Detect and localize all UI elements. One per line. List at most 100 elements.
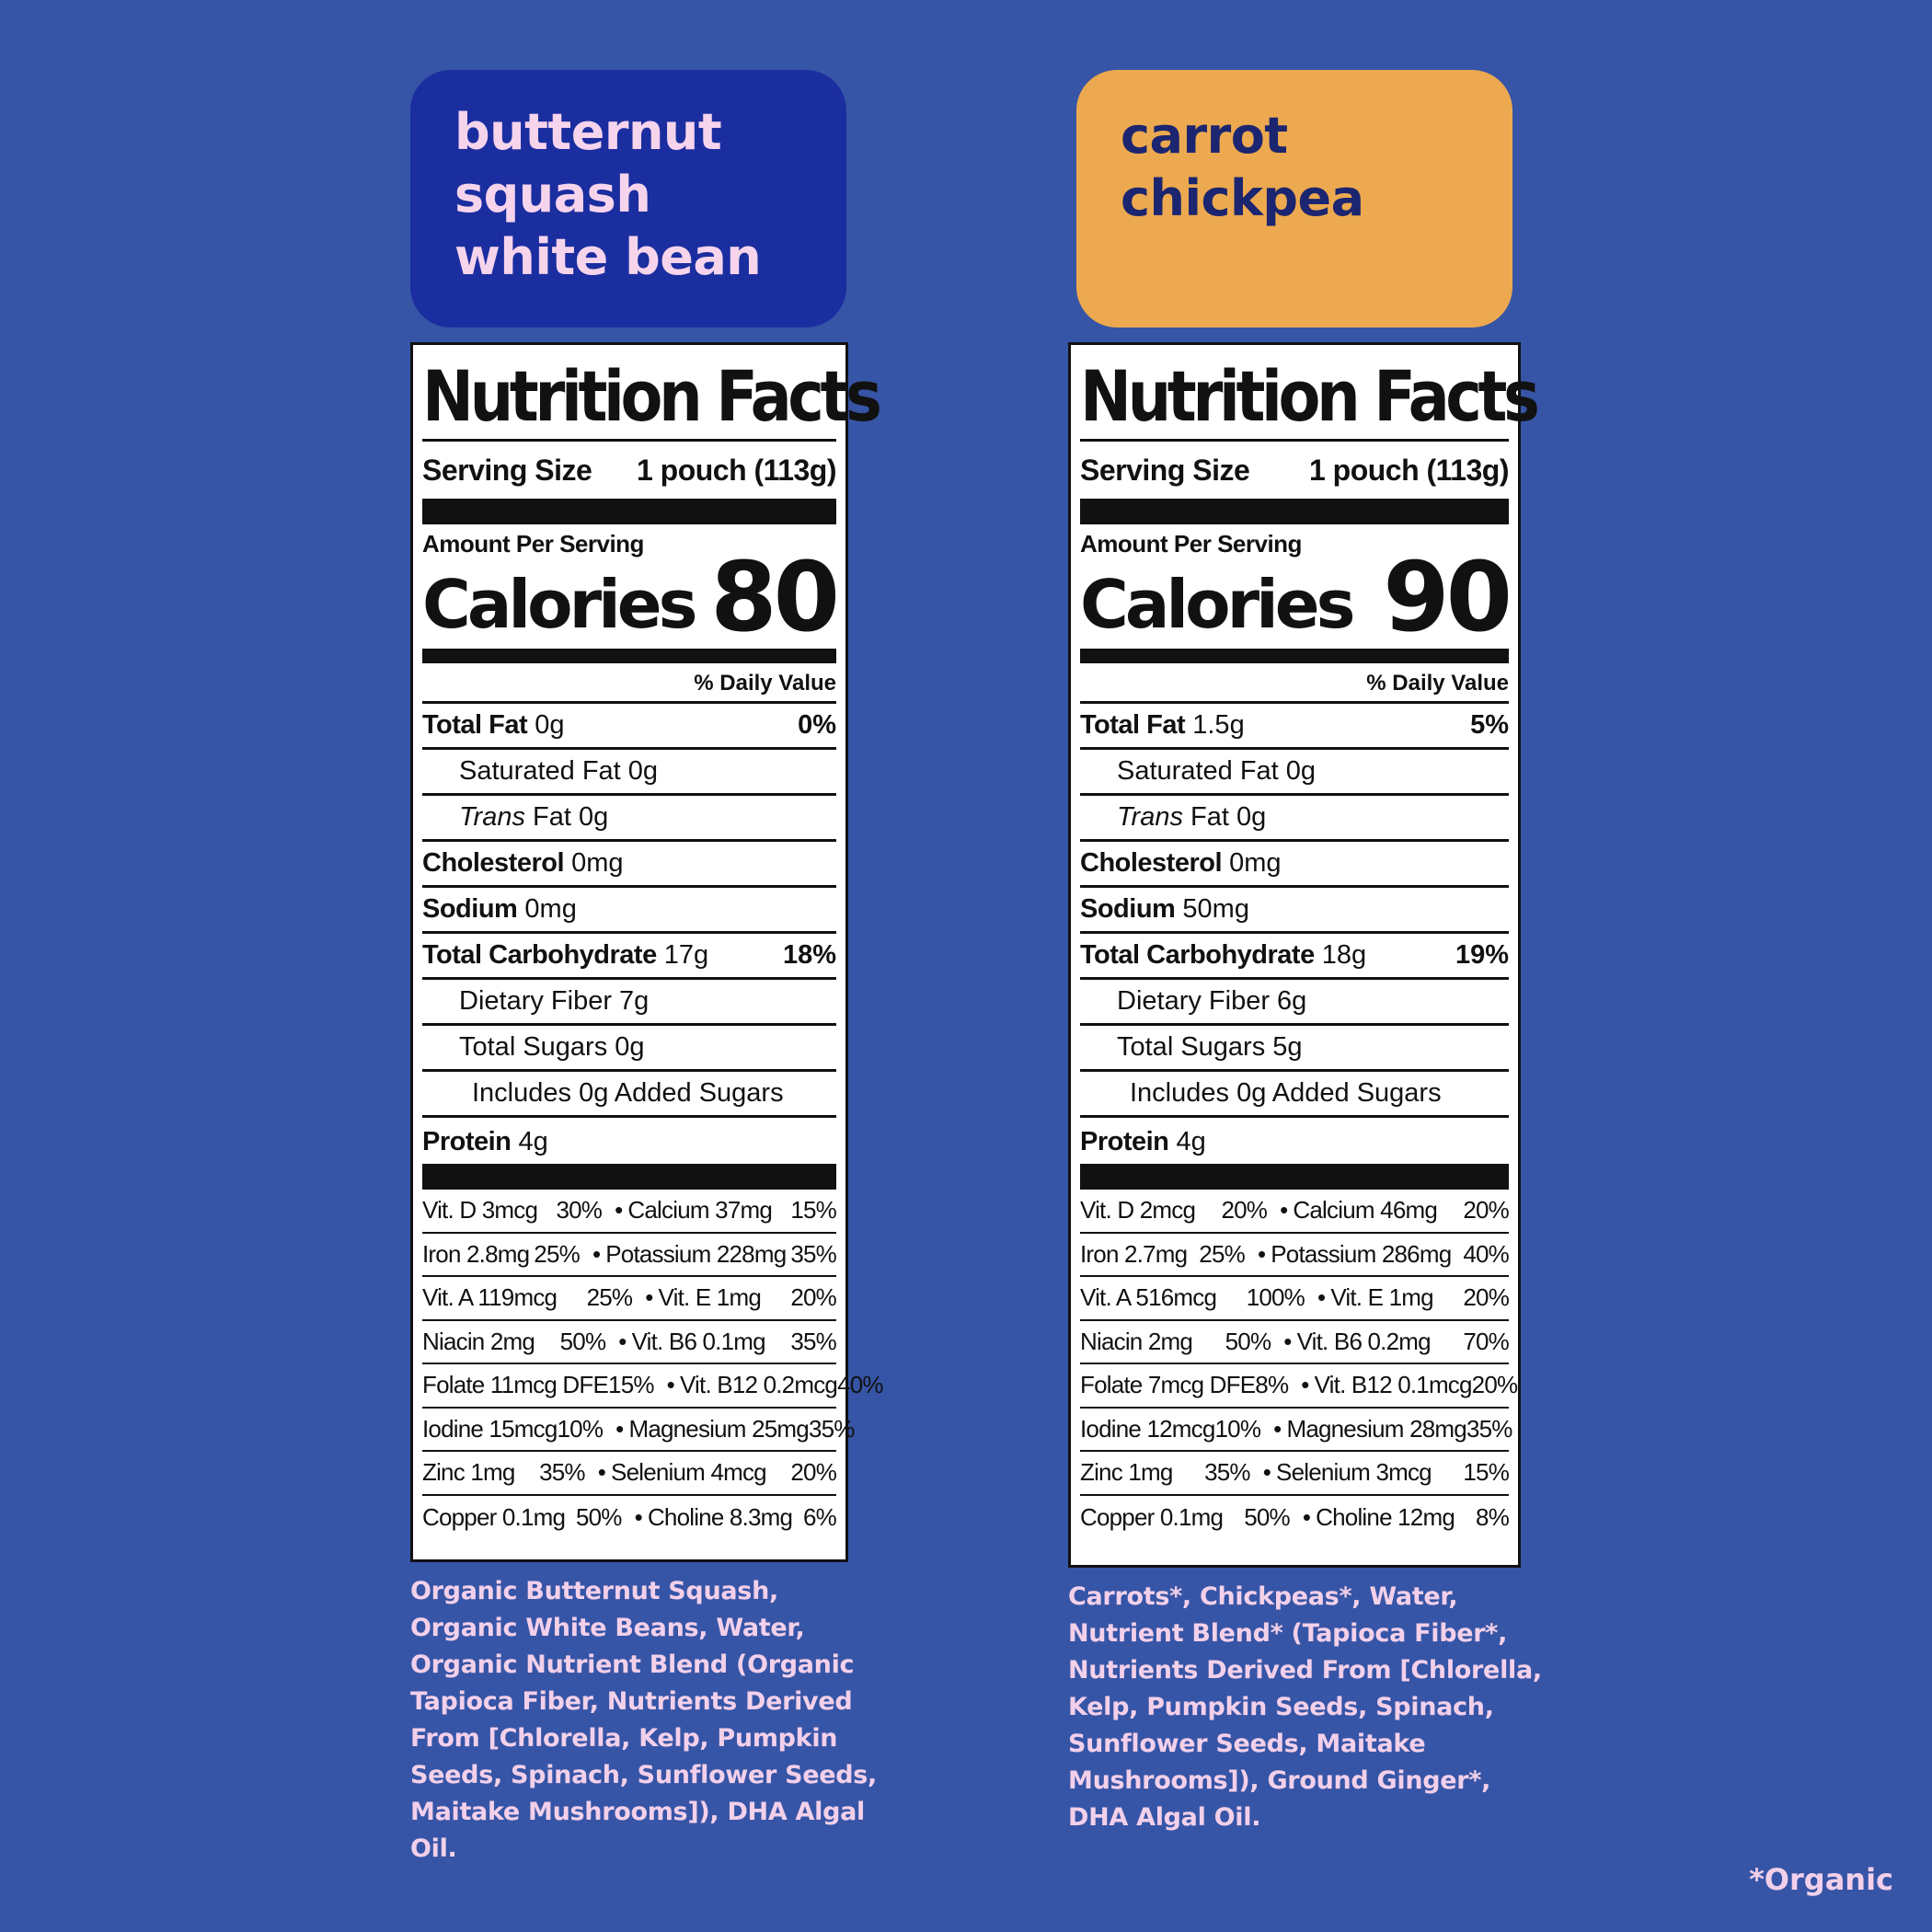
total-carb-value: 17g: [663, 940, 709, 970]
vitamin-row: Folate 11mcg DFE 15% • Vit. B12 0.2mcg 40%: [422, 1364, 883, 1409]
serving-size-value: 1 pouch (113g): [1308, 453, 1510, 487]
title-line: squash: [454, 166, 651, 224]
vitamin-name: Calcium 46mg: [1293, 1196, 1437, 1225]
vitamin-name: Choline 8.3mg: [647, 1502, 793, 1531]
sodium-label: Sodium: [422, 894, 518, 924]
bullet: •: [1262, 1458, 1271, 1487]
total-fat-value: 0g: [535, 710, 565, 740]
vitamin-name: Potassium 286mg: [1271, 1239, 1452, 1268]
divider: [422, 439, 836, 442]
vitamin-pct: 70%: [1463, 1327, 1509, 1355]
vitamin-name: Vit. B6 0.1mg: [631, 1327, 766, 1355]
vitamin-row: Zinc 1mg 35% • Selenium 3mcg 15%: [1080, 1452, 1510, 1496]
vitamin-pct: 50%: [575, 1502, 622, 1531]
vitamin-name: Zinc 1mg: [1080, 1458, 1173, 1487]
protein-value: 4g: [1176, 1127, 1206, 1156]
saturated-fat-row: Saturated Fat 0g: [1080, 750, 1509, 796]
calories-row: Calories 90: [1080, 549, 1512, 645]
sodium-label: Sodium: [1080, 894, 1176, 924]
vitamin-pct: 10%: [557, 1414, 604, 1443]
vitamin-pct: 20%: [1463, 1196, 1509, 1225]
total-fat-row: Total Fat 1.5g 5%: [1080, 704, 1509, 750]
bullet: •: [618, 1327, 627, 1355]
total-carb-pct: 19%: [1455, 940, 1509, 970]
total-sugars: Total Sugars 0g: [459, 1032, 645, 1062]
trans-fat-italic: Trans: [1117, 802, 1183, 832]
sodium-row: Sodium 0mg: [422, 888, 836, 934]
vitamin-name: Iron 2.8mg: [422, 1239, 530, 1268]
dietary-fiber: Dietary Fiber 7g: [459, 986, 650, 1016]
cholesterol-row: Cholesterol 0mg: [422, 842, 836, 888]
divider: [1080, 439, 1509, 442]
vitamin-pct: 20%: [1471, 1371, 1518, 1399]
dietary-fiber-row: Dietary Fiber 6g: [1080, 980, 1509, 1026]
vitamin-row: Vit. A 119mcg 25% • Vit. E 1mg 20%: [422, 1277, 837, 1321]
bullet: •: [592, 1239, 601, 1268]
vitamin-pct: 25%: [1199, 1239, 1245, 1268]
vitamin-name: Selenium 4mcg: [611, 1458, 767, 1487]
title-line: carrot: [1121, 107, 1288, 165]
ingredients-line: Nutrient Blend* (Tapioca Fiber*,: [1068, 1619, 1508, 1648]
vitamin-name: Magnesium 25mg: [628, 1414, 809, 1443]
vitamin-row: Vit. D 2mcg 20% • Calcium 46mg 20%: [1080, 1190, 1510, 1234]
total-carb-label: Total Carbohydrate: [422, 940, 657, 970]
divider-thick: [422, 1164, 836, 1190]
ingredients-line: DHA Algal Oil.: [1068, 1803, 1261, 1832]
total-fat-label: Total Fat: [422, 710, 528, 740]
vitamin-name: Folate 11mcg DFE: [422, 1371, 609, 1399]
ingredients-line: Tapioca Fiber, Nutrients Derived: [410, 1687, 853, 1716]
bullet: •: [634, 1502, 643, 1531]
vitamin-pct: 25%: [534, 1239, 580, 1268]
added-sugars-row: Includes 0g Added Sugars: [1080, 1072, 1509, 1118]
nutrition-facts-heading: Nutrition Facts: [1080, 355, 1540, 437]
ingredients-line: Nutrients Derived From [Chlorella,: [1068, 1656, 1542, 1685]
vitamin-name: Copper 0.1mg: [422, 1502, 566, 1531]
vitamin-name: Vit. A 119mcg: [422, 1283, 558, 1312]
daily-value-header: % Daily Value: [1080, 663, 1509, 704]
vitamin-pct: 50%: [1225, 1327, 1271, 1355]
trans-fat-rest: Fat 0g: [1182, 802, 1267, 832]
total-fat-label: Total Fat: [1080, 710, 1186, 740]
calories-label: Calories: [422, 566, 697, 643]
bullet: •: [1273, 1414, 1282, 1443]
bullet: •: [1301, 1371, 1309, 1399]
vitamin-row: Folate 7mcg DFE 8% • Vit. B12 0.1mcg 20%: [1080, 1364, 1518, 1409]
divider-thick: [1080, 1164, 1509, 1190]
protein-row: Protein 4g: [1080, 1118, 1509, 1164]
vitamin-name: Vit. B12 0.1mcg: [1314, 1371, 1473, 1399]
total-fat-row: Total Fat 0g 0%: [422, 704, 836, 750]
vitamin-pct: 30%: [556, 1196, 603, 1225]
serving-size-row: Serving Size 1 pouch (113g): [1080, 442, 1510, 499]
calories-value: 90: [1383, 541, 1512, 653]
vitamin-row: Niacin 2mg 50% • Vit. B6 0.2mg 70%: [1080, 1321, 1510, 1364]
bullet: •: [615, 1414, 624, 1443]
vitamin-pct: 50%: [559, 1327, 606, 1355]
bullet: •: [1302, 1502, 1311, 1531]
total-carb-pct: 18%: [782, 940, 836, 970]
vitamin-name: Copper 0.1mg: [1080, 1502, 1224, 1531]
title-line: chickpea: [1121, 169, 1364, 227]
vitamin-name: Vit. D 3mcg: [422, 1196, 538, 1225]
vitamin-row: Niacin 2mg 50% • Vit. B6 0.1mg 35%: [422, 1321, 837, 1364]
trans-fat-italic: Trans: [459, 802, 525, 832]
trans-fat-row: Trans Fat 0g: [422, 796, 836, 842]
cholesterol-value: 0mg: [571, 848, 624, 878]
saturated-fat: Saturated Fat 0g: [459, 756, 659, 786]
vitamin-pct: 35%: [790, 1239, 836, 1268]
vitamin-pct: 35%: [790, 1327, 836, 1355]
vitamin-pct: 6%: [803, 1502, 837, 1531]
total-carb-value: 18g: [1321, 940, 1367, 970]
total-carb-row: Total Carbohydrate 18g 19%: [1080, 934, 1509, 980]
divider-thick: [422, 499, 836, 524]
ingredients-right: Carrots*, Chickpeas*, Water, Nutrient Ble…: [1068, 1579, 1542, 1836]
total-sugars-row: Total Sugars 5g: [1080, 1026, 1509, 1072]
vitamin-name: Magnesium 28mg: [1286, 1414, 1466, 1443]
vitamin-pct: 25%: [586, 1283, 633, 1312]
nutrition-facts-heading: Nutrition Facts: [422, 355, 882, 437]
ingredients-line: Organic Butternut Squash,: [410, 1577, 778, 1605]
total-fat-pct: 0%: [798, 710, 836, 740]
ingredients-line: Kelp, Pumpkin Seeds, Spinach,: [1068, 1693, 1494, 1721]
divider-thick: [422, 649, 836, 663]
ingredients-left: Organic Butternut Squash, Organic White B…: [410, 1573, 877, 1868]
vitamin-row: Copper 0.1mg 50% • Choline 8.3mg 6%: [422, 1496, 837, 1540]
